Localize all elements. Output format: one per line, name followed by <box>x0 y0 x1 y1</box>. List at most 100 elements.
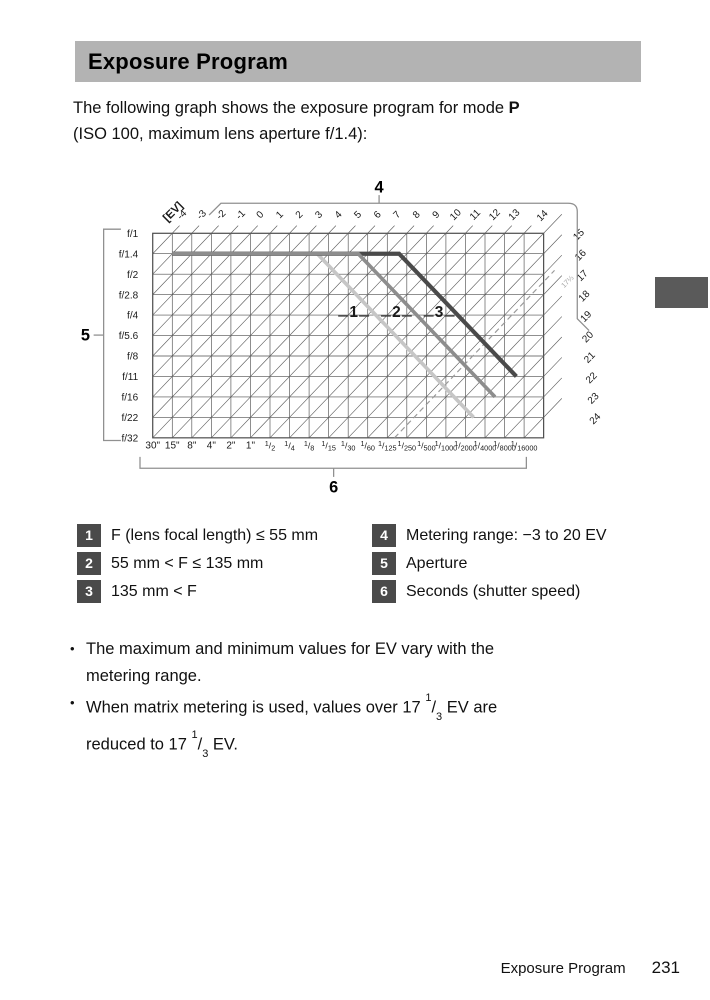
legend-key-6: 6 <box>372 580 396 603</box>
svg-text:1/2000: 1/2000 <box>454 439 477 453</box>
svg-text:1/500: 1/500 <box>417 439 436 453</box>
svg-text:24: 24 <box>588 411 604 427</box>
svg-text:14: 14 <box>535 208 551 224</box>
bullet-icon: • <box>70 695 75 710</box>
legend-label-1: F (lens focal length) ≤ 55 mm <box>111 527 319 544</box>
svg-text:1/30: 1/30 <box>341 439 356 453</box>
bullet-icon: • <box>70 641 75 656</box>
legend-label-4: Metering range: −3 to 20 EV <box>406 527 607 544</box>
footer-page-number: 231 <box>651 958 680 977</box>
aperture-axis: f/1 f/1.4 f/2 f/2.8 f/4 f/5.6 f/8 f/11 f/16 f/22 f… <box>119 229 139 445</box>
svg-text:23: 23 <box>586 391 602 407</box>
svg-text:15": 15" <box>165 441 180 452</box>
legend-column-right: 4 Metering range: −3 to 20 EV 5 Aperture… <box>372 524 657 608</box>
svg-text:1: 1 <box>349 304 358 321</box>
legend-label-2: 55 mm < F ≤ 135 mm <box>111 555 264 572</box>
note-item-1: • The maximum and minimum values for EV … <box>70 636 640 689</box>
svg-text:1/250: 1/250 <box>398 439 417 453</box>
chapter-tab-marker <box>655 277 708 308</box>
exposure-program-chart: 17⅓ [EV] -4 -3 -2 -1 0 1 2 3 4 5 6 7 8 9 10 11 12 13 14 15 16 1… <box>60 150 660 522</box>
svg-text:1/15: 1/15 <box>321 439 336 453</box>
notes-list: • The maximum and minimum values for EV … <box>70 636 640 766</box>
svg-text:9: 9 <box>431 209 443 221</box>
svg-text:6: 6 <box>372 209 384 221</box>
svg-text:18: 18 <box>577 288 593 304</box>
svg-text:1/2: 1/2 <box>265 439 275 453</box>
legend-item-6: 6 Seconds (shutter speed) <box>372 580 657 608</box>
page-title: Exposure Program <box>88 48 289 74</box>
svg-text:-3: -3 <box>195 208 209 222</box>
section-header-bar: Exposure Program <box>75 41 641 82</box>
svg-text:4: 4 <box>333 209 345 221</box>
svg-text:2: 2 <box>294 209 306 221</box>
svg-text:7: 7 <box>391 209 403 221</box>
svg-text:4: 4 <box>375 178 385 196</box>
legend-item-5: 5 Aperture <box>372 552 657 580</box>
svg-text:-2: -2 <box>214 208 228 222</box>
svg-text:3: 3 <box>435 304 444 321</box>
svg-text:8: 8 <box>411 209 423 221</box>
legend-key-3: 3 <box>77 580 101 603</box>
svg-text:f/5.6: f/5.6 <box>119 331 139 342</box>
svg-text:1/16000: 1/16000 <box>511 439 538 453</box>
ev-top-labels: -4 -3 -2 -1 0 1 2 3 4 5 6 7 8 9 10 11 12 13 14 <box>175 207 551 224</box>
legend-column-left: 1 F (lens focal length) ≤ 55 mm 2 55 mm … <box>77 524 367 608</box>
svg-text:f/2: f/2 <box>127 270 139 281</box>
legend-item-2: 2 55 mm < F ≤ 135 mm <box>77 552 367 580</box>
svg-text:f/8: f/8 <box>127 352 139 363</box>
svg-text:21: 21 <box>582 350 598 366</box>
svg-text:12: 12 <box>487 207 503 223</box>
svg-text:8": 8" <box>187 441 197 452</box>
note-1-text: The maximum and minimum values for EV va… <box>86 640 495 685</box>
aperture-bracket: 5 <box>81 228 121 442</box>
note-2-text: When matrix metering is used, values ove… <box>86 692 498 761</box>
ev-diagonals <box>152 214 563 439</box>
svg-text:f/4: f/4 <box>127 311 139 322</box>
svg-text:6: 6 <box>329 478 338 496</box>
legend-label-5: Aperture <box>406 555 468 572</box>
svg-text:3: 3 <box>313 209 325 221</box>
legend-key-5: 5 <box>372 552 396 575</box>
svg-text:5: 5 <box>352 209 364 221</box>
legend-item-1: 1 F (lens focal length) ≤ 55 mm <box>77 524 367 552</box>
shutter-bracket: 6 <box>139 456 528 496</box>
legend-item-4: 4 Metering range: −3 to 20 EV <box>372 524 657 552</box>
svg-text:1/125: 1/125 <box>378 439 397 453</box>
svg-text:1/1000: 1/1000 <box>435 439 458 453</box>
svg-text:-1: -1 <box>234 208 248 222</box>
note-item-2: • When matrix metering is used, values o… <box>70 690 640 765</box>
legend-label-3: 135 mm < F <box>111 583 197 600</box>
svg-text:2: 2 <box>392 304 401 321</box>
footer-section-title: Exposure Program <box>500 960 626 977</box>
svg-text:1: 1 <box>274 209 286 221</box>
svg-text:1/60: 1/60 <box>360 439 375 453</box>
svg-text:15: 15 <box>571 227 587 243</box>
svg-text:1/4000: 1/4000 <box>474 439 497 453</box>
intro-line2: (ISO 100, maximum lens aperture f/1.4): <box>73 125 368 143</box>
svg-text:2": 2" <box>226 441 236 452</box>
svg-text:5: 5 <box>81 327 90 345</box>
page-footer: Exposure Program 231 <box>501 958 680 978</box>
svg-text:30": 30" <box>145 441 160 452</box>
program-line-2 <box>172 251 497 399</box>
legend-key-4: 4 <box>372 524 396 547</box>
svg-text:0: 0 <box>255 209 267 221</box>
intro-line1: The following graph shows the exposure p… <box>73 99 509 117</box>
program-lines <box>172 251 518 419</box>
shutter-axis: 30" 15" 8" 4" 2" 1" 1/2 1/4 1/8 1/15 1/30 1/601/125… <box>145 439 537 453</box>
legend-label-6: Seconds (shutter speed) <box>406 583 581 600</box>
svg-text:11: 11 <box>468 207 483 222</box>
svg-text:22: 22 <box>584 370 600 386</box>
legend-key-2: 2 <box>77 552 101 575</box>
svg-text:1/8: 1/8 <box>304 439 315 453</box>
svg-text:13: 13 <box>507 207 523 223</box>
svg-text:4": 4" <box>207 441 217 452</box>
svg-text:f/2.8: f/2.8 <box>119 290 139 301</box>
svg-text:f/32: f/32 <box>121 433 138 444</box>
mode-letter: P <box>508 99 520 117</box>
line-number-labels: 1 2 3 <box>338 304 455 321</box>
svg-text:10: 10 <box>448 207 464 223</box>
svg-text:1": 1" <box>246 441 256 452</box>
